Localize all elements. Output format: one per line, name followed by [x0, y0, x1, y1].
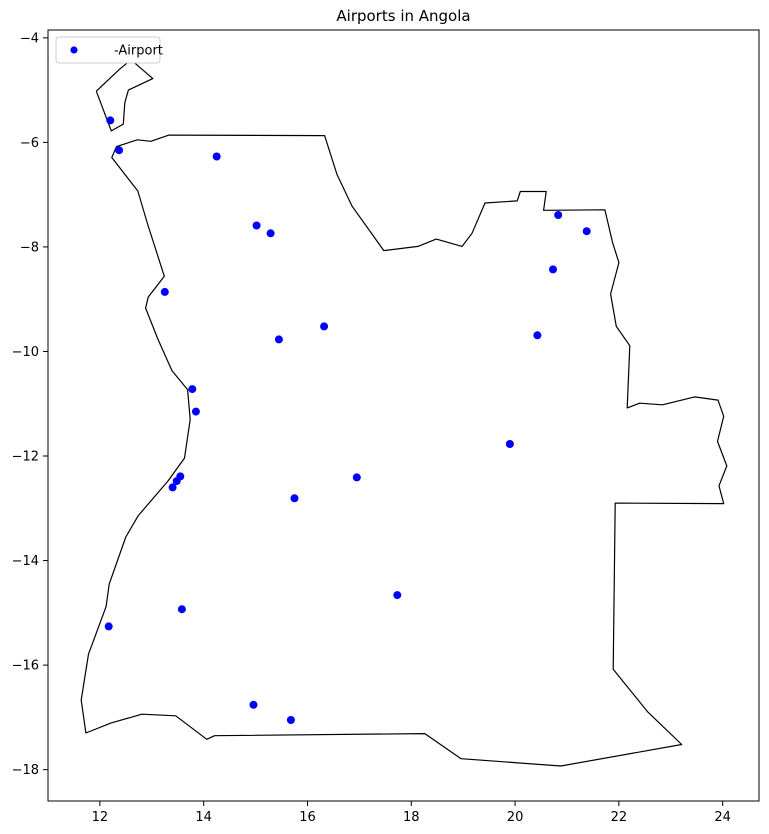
airport-point — [168, 483, 177, 492]
airport-points — [104, 116, 591, 724]
chart-title: Airports in Angola — [336, 7, 470, 25]
airport-point — [290, 494, 299, 503]
x-tick-label: 14 — [195, 810, 212, 825]
airport-point — [115, 146, 124, 155]
x-tick-label: 18 — [403, 810, 420, 825]
boundary-line-1 — [80, 134, 728, 767]
airport-point — [549, 265, 557, 274]
airport-point — [274, 335, 283, 344]
airport-point — [177, 605, 186, 614]
airport-point — [249, 700, 258, 709]
x-tick-label: 22 — [611, 810, 628, 825]
y-tick-label: −8 — [20, 240, 39, 255]
airport-point — [212, 152, 221, 161]
x-tick-label: 16 — [299, 810, 316, 825]
x-tick-label: 12 — [92, 810, 109, 825]
airport-point — [533, 331, 542, 340]
x-tick-label: 20 — [507, 810, 524, 825]
y-tick-label: −16 — [12, 659, 39, 674]
y-tick-label: −10 — [12, 345, 39, 360]
y-tick-label: −14 — [12, 554, 39, 569]
airport-point — [554, 211, 563, 219]
airport-point — [582, 227, 591, 236]
boundary-line-0 — [95, 59, 154, 132]
legend-marker — [70, 46, 78, 54]
y-tick-label: −18 — [12, 763, 39, 778]
airport-point — [172, 477, 181, 486]
y-tick-label: −6 — [20, 136, 39, 151]
airport-point — [320, 322, 329, 331]
y-axis: −4 −6 −8 −10 −12 −14 −16 −18 — [12, 31, 48, 778]
y-tick-label: −4 — [20, 31, 39, 46]
axes-frame — [47, 29, 760, 802]
airport-point — [286, 716, 295, 724]
airport-point — [104, 622, 113, 631]
legend-label: -Airport — [114, 44, 163, 59]
airport-point — [160, 287, 169, 296]
airport-point — [188, 385, 197, 394]
x-tick-label: 24 — [714, 810, 731, 825]
airport-point — [266, 229, 275, 238]
country-boundary — [80, 59, 728, 767]
airport-point — [252, 221, 261, 230]
y-tick-label: −12 — [12, 450, 39, 465]
x-axis: 12 14 16 18 20 22 24 — [92, 801, 731, 825]
airport-point — [106, 116, 115, 125]
legend: -Airport — [55, 36, 163, 64]
airport-point — [191, 407, 200, 416]
airport-point — [393, 591, 402, 600]
legend-box — [55, 36, 161, 64]
airport-point — [505, 440, 514, 448]
airport-point — [352, 473, 361, 482]
